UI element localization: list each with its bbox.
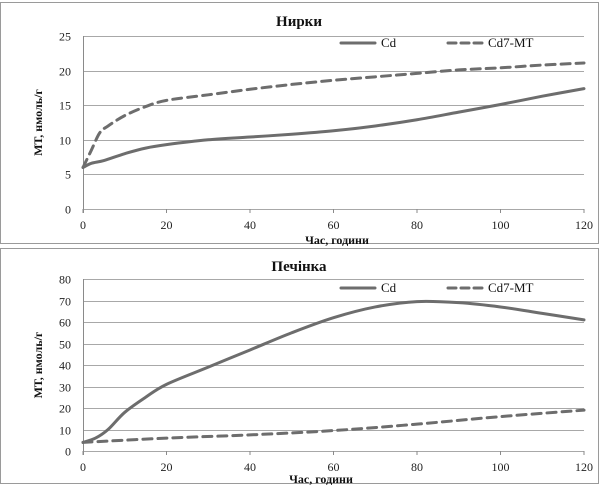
y-tick-label: 5 xyxy=(65,168,71,182)
legend-label: Cd7-MT xyxy=(488,35,534,50)
chart-panel-2: 0 10 20 30 40 50 60 70 80 0 20 40 60 80 100 120 Печінка М… xyxy=(0,248,599,486)
series-line-cd7-mt xyxy=(81,61,586,169)
legend-label: Cd7-MT xyxy=(488,280,534,295)
y-tick-label: 0 xyxy=(65,445,71,459)
y-tick-label: 70 xyxy=(59,295,71,309)
x-tick-label: 120 xyxy=(575,218,593,232)
y-axis-label: МТ, нмоль/г xyxy=(31,89,45,156)
series-line-cd xyxy=(81,87,586,169)
y-tick-label: 20 xyxy=(59,65,71,79)
y-tick-label: 60 xyxy=(59,316,71,330)
x-tick-label: 100 xyxy=(492,460,510,474)
chart-title: Печінка xyxy=(271,259,327,275)
x-axis-label: Час, години xyxy=(289,472,353,486)
y-tick-label: 15 xyxy=(59,99,71,113)
y-tick-label: 10 xyxy=(59,134,71,148)
x-axis-label: Час, години xyxy=(305,233,369,247)
x-tick-label: 80 xyxy=(411,460,423,474)
y-tick-label: 25 xyxy=(59,30,71,44)
x-tick-label: 20 xyxy=(161,460,173,474)
y-tick-label: 20 xyxy=(59,402,71,416)
series-line-cd7-mt xyxy=(81,408,586,444)
x-tick-label: 0 xyxy=(80,460,86,474)
x-tick-label: 120 xyxy=(575,460,593,474)
chart-title: Нирки xyxy=(276,14,322,30)
x-tick-label: 40 xyxy=(244,218,256,232)
panel-frame xyxy=(0,2,599,244)
x-tick-label: 60 xyxy=(328,460,340,474)
chart-panel-1: 0 5 10 15 20 25 0 20 40 60 80 100 120 Нирки МТ, нмоль/… xyxy=(0,2,599,247)
y-tick-label: 0 xyxy=(65,203,71,217)
x-tick-label: 80 xyxy=(411,218,423,232)
legend-label: Cd xyxy=(381,35,397,50)
legend-label: Cd xyxy=(381,280,397,295)
y-tick-label: 50 xyxy=(59,338,71,352)
x-tick-label: 100 xyxy=(492,218,510,232)
y-tick-label: 10 xyxy=(59,424,71,438)
y-tick-label: 30 xyxy=(59,381,71,395)
y-axis-label: МТ, нмоль/г xyxy=(31,331,45,398)
x-tick-label: 40 xyxy=(244,460,256,474)
series-line-cd xyxy=(81,299,586,444)
y-tick-label: 80 xyxy=(59,273,71,287)
x-tick-label: 20 xyxy=(161,218,173,232)
y-tick-label: 40 xyxy=(59,359,71,373)
x-tick-label: 0 xyxy=(80,218,86,232)
x-tick-label: 60 xyxy=(328,218,340,232)
